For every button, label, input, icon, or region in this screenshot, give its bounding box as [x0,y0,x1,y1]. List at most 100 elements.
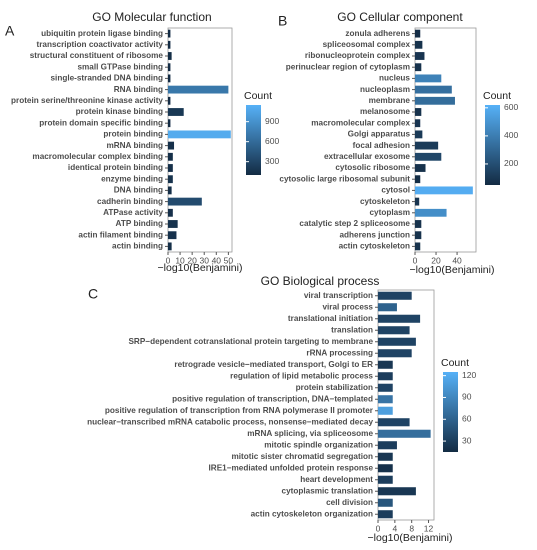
y-tick-label: extracellular exosome [324,152,410,161]
legend-title: Count [244,90,272,102]
chart-title: GO Molecular function [92,10,211,24]
bar [415,85,452,94]
colorbar-tick-label: 30 [462,435,472,445]
colorbar-tick-label: 90 [462,392,472,402]
x-tick-label: 20 [187,255,197,265]
x-tick-label: 10 [175,255,185,265]
bar [168,74,171,83]
bar [415,119,421,128]
chart-title: GO Biological process [261,274,380,288]
y-tick-label: mitotic sister chromatid segregation [232,452,374,461]
y-tick-label: translational initiation [288,314,373,323]
y-tick-label: protein kinase binding [76,107,163,116]
y-tick-label: cytoskeleton [360,197,410,206]
y-tick-label: actin filament binding [78,230,163,239]
bar [168,96,171,105]
bar [415,175,421,184]
x-axis-label: −log10(Benjamini) [410,264,495,276]
y-tick-label: rRNA processing [306,348,373,357]
x-tick-label: 40 [452,255,462,265]
bar [168,40,171,49]
plot-border [377,289,435,521]
bar [168,197,202,206]
bar [378,510,393,519]
bar [168,29,171,38]
y-tick-label: mRNA binding [106,141,163,150]
bar [415,130,423,139]
chart-title: GO Cellular component [337,10,463,24]
y-tick-label: macromolecular complex [311,118,410,127]
bar [168,152,173,161]
y-tick-label: cytoplasm [370,208,411,217]
bar [415,52,425,60]
y-tick-label: zonula adherens [345,29,410,38]
bar [378,314,421,323]
bar [415,96,455,105]
bar [415,141,439,150]
y-tick-label: positive regulation of transcription fro… [105,406,374,415]
y-tick-label: single-stranded DNA binding [50,74,163,83]
panel-letter: B [278,13,287,29]
y-tick-label: Golgi apparatus [348,130,411,139]
y-tick-label: translation [331,325,373,334]
y-tick-label: macromolecular complex binding [32,152,163,161]
y-tick-label: cytosolic large ribosomal subunit [279,174,410,183]
bar [378,418,410,427]
legend-title: Count [441,357,469,369]
y-tick-label: ATP binding [116,219,163,228]
y-tick-label: protein stabilization [296,383,373,392]
y-tick-label: catalytic step 2 spliceosome [299,219,410,228]
y-tick-label: spliceosomal complex [323,40,411,49]
bar [168,108,184,116]
x-tick-label: 0 [376,523,381,533]
x-tick-label: 12 [424,523,434,533]
bar [168,208,173,217]
y-tick-label: protein serine/threonine kinase activity [11,96,163,105]
colorbar-tick-label: 300 [265,156,279,166]
panel-letter: C [88,286,98,302]
x-axis-label: −log10(Benjamini) [368,532,453,544]
x-tick-label: 8 [409,523,414,533]
y-tick-label: nucleus [379,74,410,83]
bar [378,291,412,300]
y-tick-label: RNA binding [114,85,163,94]
y-tick-label: viral process [322,302,373,311]
y-tick-label: small GTPase binding [77,62,163,71]
bar [415,242,421,251]
colorbar [246,105,261,175]
bar [378,395,393,404]
bar [378,452,393,461]
y-tick-label: actin cytoskeleton [339,242,410,251]
y-tick-label: cytoplasmic translation [282,486,373,495]
y-tick-label: membrane [369,96,411,105]
colorbar-tick-label: 400 [504,130,518,140]
bar [415,231,422,240]
bar [378,464,393,473]
x-tick-label: 0 [413,255,418,265]
bar [168,130,231,139]
bar [415,152,442,161]
y-tick-label: perinuclear region of cytoplasm [286,62,410,71]
bar [168,242,172,251]
x-tick-label: 20 [431,255,441,265]
panel-letter: A [5,23,15,39]
colorbar-tick-label: 120 [462,370,476,380]
bar [168,231,177,240]
bar [168,220,178,228]
colorbar-tick-label: 200 [504,158,518,168]
y-tick-label: ribonucleoprotein complex [305,51,411,60]
bar [378,383,393,392]
colorbar-tick-label: 600 [504,102,518,112]
colorbar [443,372,458,452]
bar [415,29,421,38]
y-tick-label: actin cytoskeleton organization [251,509,373,518]
y-tick-label: actin binding [112,242,163,251]
y-tick-label: heart development [300,475,373,484]
bar [415,74,442,83]
x-tick-label: 40 [212,255,222,265]
bar [415,40,423,49]
x-tick-label: 0 [166,255,171,265]
y-tick-label: focal adhesion [353,141,410,150]
y-tick-label: adherens junction [339,230,410,239]
